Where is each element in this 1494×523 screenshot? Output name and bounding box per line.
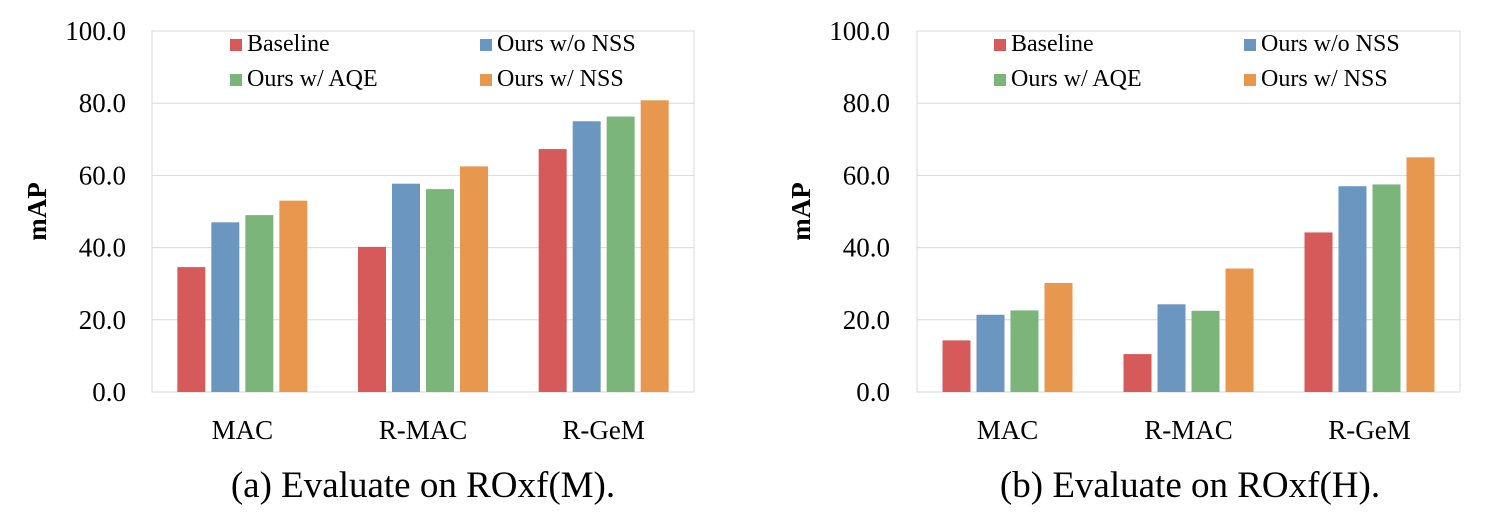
bar-ours-w-aqe-mac <box>245 215 274 392</box>
y-tick-label: 20.0 <box>79 305 126 335</box>
bar-ours-w-nss-mac <box>1044 282 1073 392</box>
legend-swatch <box>1244 74 1256 86</box>
bar-baseline-mac <box>942 340 971 392</box>
bar-ours-w-nss-r-mac <box>460 166 488 392</box>
bar-ours-w-nss-r-gem <box>1406 157 1435 392</box>
chart-caption: (a) Evaluate on ROxf(M). <box>231 465 615 506</box>
y-tick-label: 100.0 <box>65 16 126 46</box>
bar-ours-w-o-nss-r-gem <box>1338 186 1367 392</box>
legend-swatch <box>230 74 242 86</box>
bar-ours-w-o-nss-mac <box>211 222 240 392</box>
legend-swatch <box>994 74 1006 86</box>
bar-ours-w-nss-mac <box>279 200 308 392</box>
x-tick-label: R-GeM <box>1328 415 1411 445</box>
y-tick-label: 20.0 <box>843 305 890 335</box>
legend-swatch <box>994 39 1006 51</box>
y-tick-label: 0.0 <box>92 377 126 407</box>
legend-label: Ours w/ AQE <box>247 66 378 92</box>
bar-ours-w-o-nss-r-gem <box>572 121 601 392</box>
bar-ours-w-aqe-r-gem <box>1372 184 1401 392</box>
y-axis-label: mAP <box>786 182 816 240</box>
bar-ours-w-aqe-mac <box>1010 310 1039 392</box>
bar-baseline-mac <box>177 267 206 392</box>
legend-swatch <box>480 39 492 51</box>
x-tick-label: R-MAC <box>379 415 468 445</box>
bar-ours-w-o-nss-r-mac <box>1157 304 1186 392</box>
x-tick-label: R-MAC <box>1144 415 1233 445</box>
y-tick-label: 100.0 <box>829 16 890 46</box>
legend-swatch <box>480 74 492 86</box>
y-tick-label: 40.0 <box>79 233 126 263</box>
legend-label: Ours w/o NSS <box>497 31 636 57</box>
legend-label: Baseline <box>1011 31 1094 57</box>
chart-caption: (b) Evaluate on ROxf(H). <box>1000 465 1380 506</box>
legend-label: Ours w/ AQE <box>1011 66 1142 92</box>
chart-0: 0.0 20.0 40.0 60.0 80.0 100.0 mAP MAC R-MAC R-GeM… <box>22 16 695 506</box>
x-tick-label: MAC <box>977 415 1039 445</box>
x-tick-label: MAC <box>212 415 274 445</box>
bar-baseline-r-gem <box>1304 232 1333 392</box>
legend-swatch <box>230 39 242 51</box>
bar-baseline-r-gem <box>538 149 567 392</box>
bar-ours-w-nss-r-mac <box>1225 268 1254 392</box>
bar-ours-w-o-nss-r-mac <box>392 183 420 392</box>
legend-swatch <box>1244 39 1256 51</box>
y-axis-label: mAP <box>22 182 52 240</box>
y-tick-label: 0.0 <box>856 377 890 407</box>
y-tick-label: 80.0 <box>79 88 126 118</box>
legend-label: Ours w/ NSS <box>1261 66 1388 92</box>
bar-ours-w-o-nss-mac <box>976 314 1005 392</box>
chart-1: 0.0 20.0 40.0 60.0 80.0 100.0 mAP MAC R-MAC R-GeM… <box>786 16 1461 506</box>
bar-baseline-r-mac <box>358 246 386 392</box>
x-tick-label: R-GeM <box>562 415 645 445</box>
legend-label: Ours w/ NSS <box>497 66 624 92</box>
bar-ours-w-nss-r-gem <box>640 100 669 392</box>
bar-ours-w-aqe-r-mac <box>426 189 454 392</box>
bar-ours-w-aqe-r-gem <box>606 116 635 392</box>
legend-label: Ours w/o NSS <box>1261 31 1400 57</box>
bar-ours-w-aqe-r-mac <box>1191 310 1220 392</box>
legend-label: Baseline <box>247 31 330 57</box>
y-tick-label: 60.0 <box>79 160 126 190</box>
bar-baseline-r-mac <box>1123 354 1152 392</box>
y-tick-label: 40.0 <box>843 233 890 263</box>
y-tick-label: 60.0 <box>843 160 890 190</box>
y-tick-label: 80.0 <box>843 88 890 118</box>
